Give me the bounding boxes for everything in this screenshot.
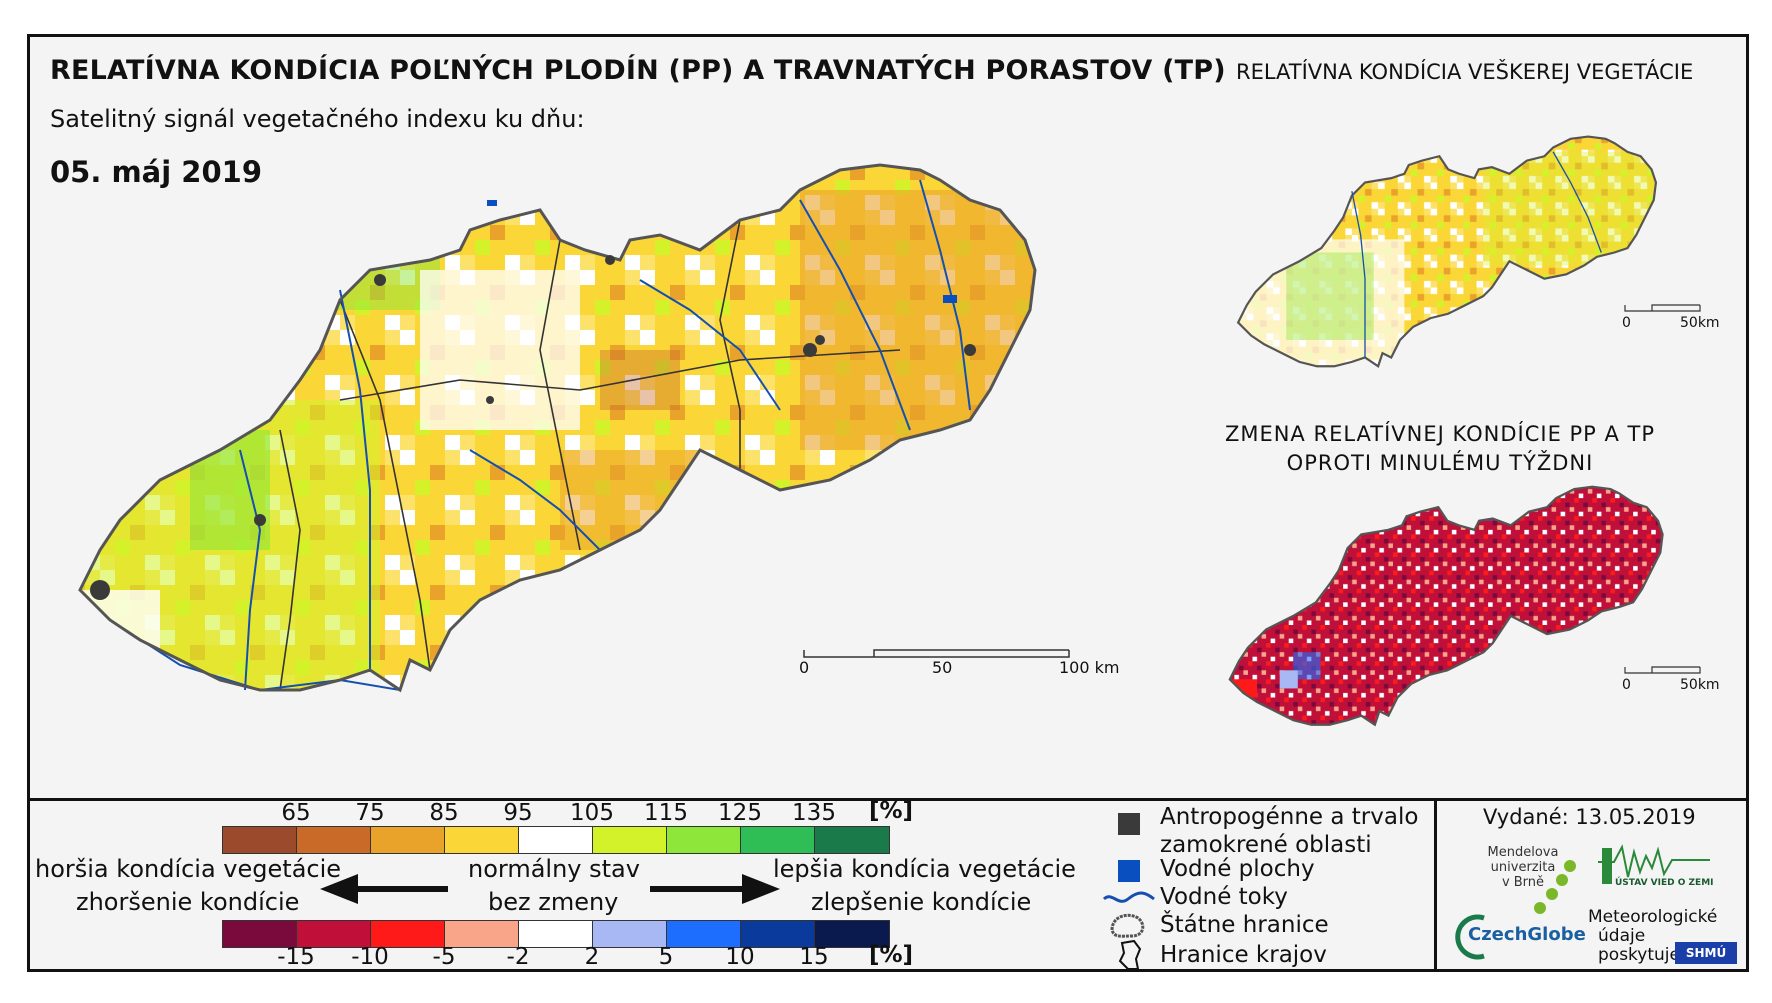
change-tick-label: -2	[506, 944, 530, 970]
change-map-title: ZMENA RELATÍVNEJ KONDÍCIE PP A TP OPROTI…	[1190, 420, 1690, 478]
mendel-line-3: v Brně	[1501, 875, 1545, 890]
condition-swatch	[741, 827, 815, 853]
inset-scale-label-0: 0	[1622, 315, 1631, 331]
change-unit: [%]	[869, 942, 914, 968]
state-border-symbol	[1110, 913, 1145, 938]
issued-value: 13.05.2019	[1575, 805, 1696, 829]
condition-swatch	[667, 827, 741, 853]
change-swatch	[445, 921, 519, 947]
change-swatch	[223, 921, 297, 947]
change-tick-label: -10	[351, 944, 389, 970]
czechglobe-logo-arc	[1455, 914, 1485, 960]
meteo-line-3: poskytuje:	[1598, 945, 1686, 965]
inset-scale-bar	[1624, 304, 1701, 312]
meteo-line-1: Meteorologické	[1588, 907, 1718, 927]
right-arrow	[650, 874, 780, 904]
issued-label: Vydané:	[1483, 805, 1569, 829]
condition-tick-label: 75	[355, 800, 385, 826]
change-swatch	[667, 921, 741, 947]
no-change-label: bez zmeny	[488, 888, 619, 916]
subtitle: Satelitný signál vegetačného indexu ku d…	[50, 105, 585, 133]
change-title-line-1: ZMENA RELATÍVNEJ KONDÍCIE PP A TP	[1224, 422, 1656, 446]
condition-swatch	[223, 827, 297, 853]
inset-scale-label-50: 50km	[1680, 315, 1720, 331]
mendel-line-1: Mendelova	[1487, 845, 1559, 860]
region-border-symbol	[1118, 939, 1142, 970]
meteo-provider-label: Meteorologické údaje poskytuje:	[1588, 908, 1717, 965]
main-scale-label-0: 0	[799, 658, 810, 677]
change-swatch	[371, 921, 445, 947]
condition-tick-label: 65	[281, 800, 311, 826]
inset-vegetation-map	[1237, 135, 1658, 368]
anthropogenic-line-1: Antropogénne a trvalo	[1160, 804, 1419, 830]
change-swatch	[593, 921, 667, 947]
worse-change-label: zhoršenie kondície	[76, 888, 300, 916]
main-map	[78, 163, 1037, 692]
mendel-logo-dots	[1534, 860, 1576, 914]
meteo-line-2: údaje	[1598, 926, 1646, 946]
condition-tick-label: 125	[718, 800, 762, 826]
condition-swatch	[593, 827, 667, 853]
change-tick-label: -15	[277, 944, 315, 970]
date-label: 05. máj 2019	[50, 155, 263, 189]
better-condition-label: lepšia kondícia vegetácie	[773, 855, 1076, 883]
water-bodies-label: Vodné plochy	[1160, 856, 1315, 882]
anthropogenic-line-2: zamokrené oblasti	[1160, 832, 1372, 858]
czechglobe-logo: CzechGlobe	[1468, 924, 1586, 945]
change-scale-label-0: 0	[1622, 677, 1631, 693]
legend-arrows	[320, 874, 780, 904]
water-bodies-swatch	[1118, 860, 1140, 882]
issued-date: Vydané: 13.05.2019	[1483, 805, 1696, 829]
condition-swatch	[445, 827, 519, 853]
change-tick-label: 2	[584, 944, 600, 970]
change-color-scale	[222, 920, 890, 948]
river-symbol	[1102, 891, 1155, 903]
state-border-label: Štátne hranice	[1160, 912, 1329, 938]
mendel-logo-text: Mendelova univerzita v Brně	[1478, 845, 1568, 890]
change-tick-label: 15	[799, 944, 829, 970]
condition-swatch	[519, 827, 593, 853]
anthropogenic-label: Antropogénne a trvalo zamokrené oblasti	[1160, 803, 1418, 859]
condition-swatch	[371, 827, 445, 853]
change-title-line-2: OPROTI MINULÉMU TÝŽDNI	[1286, 451, 1594, 475]
change-tick-label: -5	[432, 944, 456, 970]
change-scale-bar	[1624, 666, 1701, 674]
uvgz-logo-signal	[1598, 844, 1710, 884]
condition-tick-label: 135	[792, 800, 836, 826]
worse-condition-label: horšia kondícia vegetácie	[35, 855, 342, 883]
rivers-label: Vodné toky	[1160, 884, 1288, 910]
condition-tick-label: 85	[429, 800, 459, 826]
main-scale-label-50: 50	[932, 658, 953, 677]
mendel-line-2: univerzita	[1490, 860, 1556, 875]
condition-unit: [%]	[869, 798, 914, 824]
logo-divider	[1434, 800, 1437, 972]
change-swatch	[741, 921, 815, 947]
main-scale-label-100: 100 km	[1059, 658, 1120, 677]
change-map	[1228, 485, 1664, 726]
change-tick-label: 5	[658, 944, 674, 970]
better-change-label: zlepšenie kondície	[811, 888, 1032, 916]
condition-swatch	[297, 827, 371, 853]
condition-color-scale	[222, 826, 890, 854]
shmu-logo: SHMÚ	[1675, 942, 1737, 964]
region-border-label: Hranice krajov	[1160, 942, 1327, 968]
change-scale-label-50: 50km	[1680, 677, 1720, 693]
change-tick-label: 10	[725, 944, 755, 970]
legend-divider	[27, 798, 1749, 801]
main-scale-bar	[803, 649, 1070, 658]
main-title: RELATÍVNA KONDÍCIA POĽNÝCH PLODÍN (PP) A…	[50, 55, 1226, 86]
uvgz-logo: ÚSTAV VIED O ZEMI	[1615, 878, 1714, 888]
normal-state-label: normálny stav	[468, 855, 640, 883]
anthropogenic-swatch	[1118, 813, 1140, 835]
change-swatch	[297, 921, 371, 947]
left-arrow	[320, 874, 448, 904]
inset-title: RELATÍVNA KONDÍCIA VEŠKEREJ VEGETÁCIE	[1236, 60, 1694, 84]
condition-swatch	[815, 827, 889, 853]
change-swatch	[519, 921, 593, 947]
change-swatch	[815, 921, 889, 947]
condition-tick-label: 105	[570, 800, 614, 826]
condition-tick-label: 95	[503, 800, 533, 826]
condition-tick-label: 115	[644, 800, 688, 826]
